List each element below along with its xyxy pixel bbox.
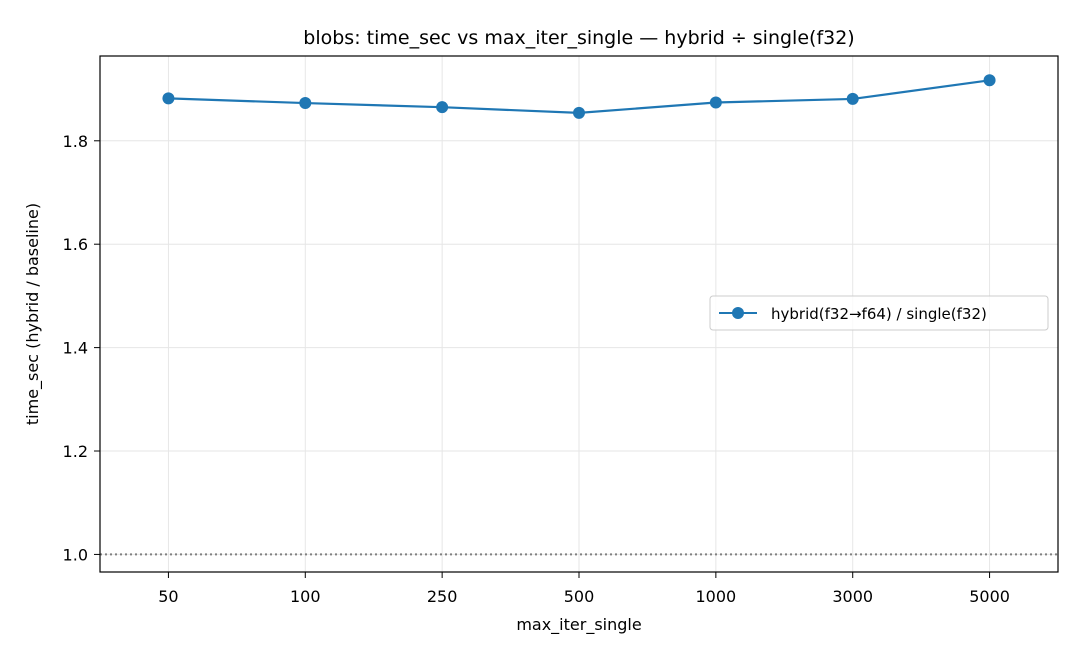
legend-label: hybrid(f32→f64) / single(f32)	[771, 305, 987, 323]
y-axis-ticks: 1.0 1.2 1.4 1.6 1.8	[63, 132, 100, 564]
legend-box	[709, 295, 1049, 331]
x-tick-label: 3000	[832, 587, 873, 606]
data-point	[846, 92, 859, 105]
series-layer	[162, 74, 996, 119]
y-axis-label: time_sec (hybrid / baseline)	[23, 203, 43, 425]
data-point	[299, 97, 312, 110]
data-point	[436, 101, 449, 114]
data-point	[709, 96, 722, 109]
legend: hybrid(f32→f64) / single(f32)	[709, 295, 1049, 331]
data-point	[162, 92, 175, 105]
y-tick-label: 1.6	[63, 235, 88, 254]
data-point	[573, 106, 585, 119]
y-tick-label: 1.0	[63, 545, 88, 564]
x-tick-label: 500	[564, 587, 595, 606]
legend-marker-swatch	[732, 307, 744, 319]
y-tick-label: 1.2	[63, 442, 88, 461]
chart-title: blobs: time_sec vs max_iter_single — hyb…	[303, 27, 854, 49]
x-tick-label: 1000	[695, 587, 736, 606]
data-point	[983, 74, 996, 87]
x-tick-label: 5000	[969, 587, 1010, 606]
x-tick-label: 50	[158, 587, 178, 606]
x-axis-label: max_iter_single	[516, 615, 641, 635]
x-tick-label: 250	[427, 587, 458, 606]
x-axis-ticks: 50 100 250 500 1000 3000 5000	[158, 572, 1010, 606]
y-tick-label: 1.4	[63, 339, 88, 358]
x-tick-label: 100	[290, 587, 321, 606]
y-tick-label: 1.8	[63, 132, 88, 151]
